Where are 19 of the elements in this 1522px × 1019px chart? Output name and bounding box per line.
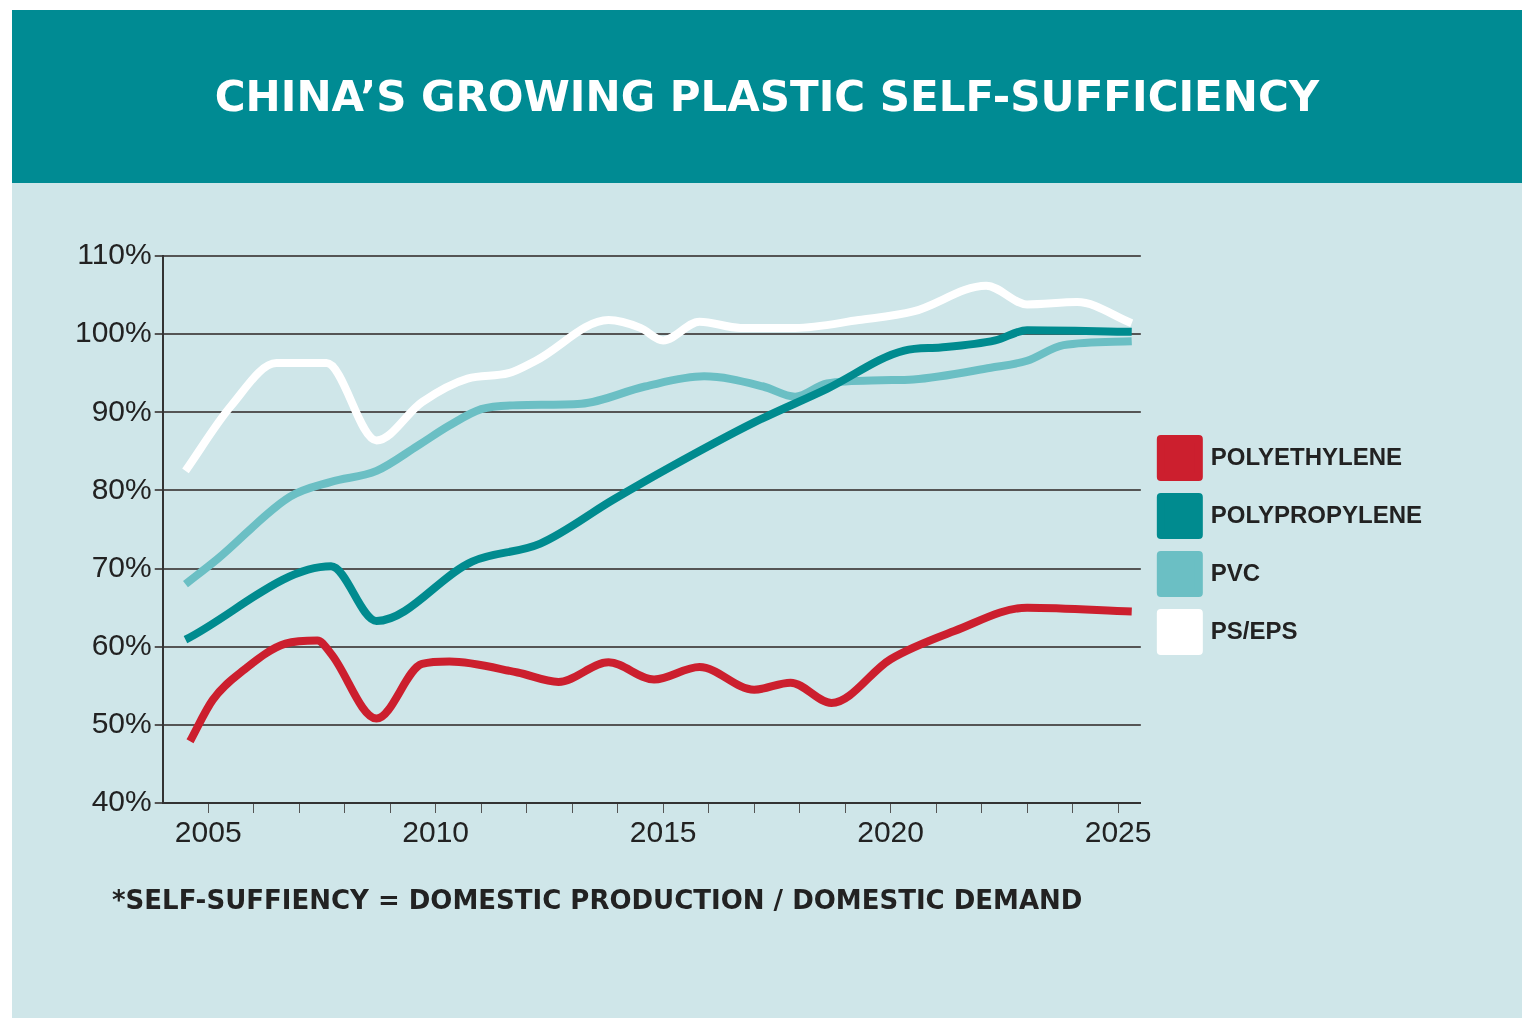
legend-label: POLYETHYLENE <box>1210 442 1402 470</box>
legend-label: PVC <box>1210 558 1261 586</box>
y-tick-label: 80% <box>91 471 152 505</box>
text: *SELF-SUFFIENCY = DOMESTIC PRODUCTION / DOMESTIC DEMAND <box>112 885 1083 915</box>
x-tick-label: 2015 <box>629 815 697 849</box>
y-tick-label: 40% <box>91 784 152 818</box>
x-tick-label: 2005 <box>174 815 242 849</box>
legend-label: POLYPROPYLENE <box>1210 500 1422 528</box>
y-tick-label: 50% <box>91 706 152 740</box>
y-tick-label: 70% <box>91 549 152 583</box>
y-tick-label: 110% <box>77 237 152 271</box>
y-tick-label: 90% <box>91 393 152 427</box>
x-tick-label: 2025 <box>1084 815 1152 849</box>
x-tick-label: 2020 <box>857 815 924 849</box>
x-tick-label: 2010 <box>402 815 470 849</box>
y-tick-label: 100% <box>74 315 152 349</box>
legend-label: PS/EPS <box>1210 616 1298 644</box>
chart-title: CHINA’S GROWING PLASTIC SELF-SUFFICIENCY <box>12 10 1522 183</box>
y-tick-label: 60% <box>91 627 152 661</box>
